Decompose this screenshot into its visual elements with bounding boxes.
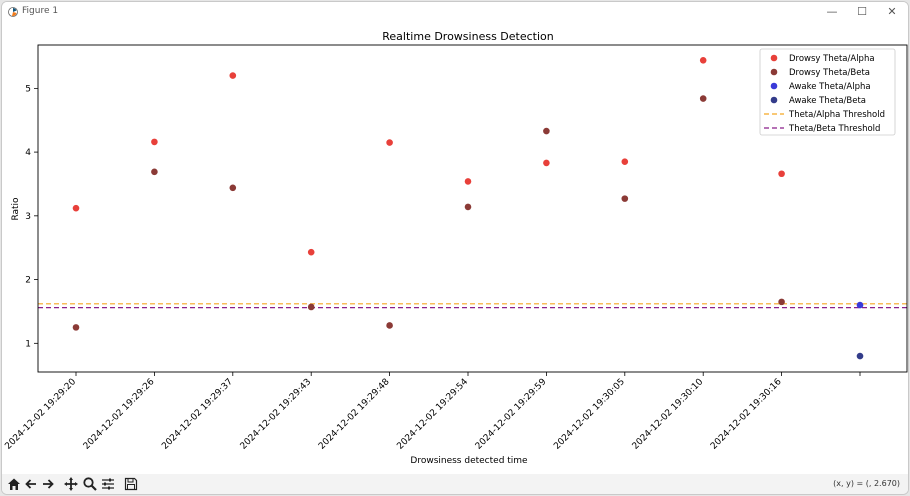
minimize-button[interactable]: — — [826, 5, 838, 18]
axes-frame — [37, 44, 908, 373]
data-point — [621, 195, 629, 202]
data-point — [621, 158, 629, 165]
x-tick-label: 2024-12-02 19:29:48 — [317, 377, 392, 452]
legend-marker — [770, 68, 778, 76]
x-tick-label: 2024-12-02 19:29:20 — [3, 377, 78, 452]
legend-label: Awake Theta/Alpha — [789, 82, 871, 92]
x-axis-label: Drowsiness detected time — [410, 456, 528, 466]
data-point — [543, 127, 550, 135]
forward-icon[interactable] — [40, 476, 56, 492]
y-tick-label: 3 — [25, 212, 31, 222]
coordinates-readout: (x, y) = (, 2.670) — [833, 479, 900, 488]
home-icon[interactable] — [6, 476, 22, 492]
data-point — [72, 204, 80, 212]
navigation-toolbar: (x, y) = (, 2.670) — [2, 474, 908, 494]
y-tick-label: 1 — [25, 339, 31, 349]
x-tick-label: 2024-12-02 19:29:26 — [82, 377, 157, 452]
data-point — [72, 324, 80, 331]
data-point — [307, 248, 315, 256]
y-tick-label: 2 — [25, 276, 31, 286]
legend-label: Drowsy Theta/Alpha — [789, 54, 875, 64]
data-point — [856, 301, 864, 309]
legend-box — [759, 48, 896, 136]
legend-label: Awake Theta/Beta — [789, 96, 866, 106]
legend-label: Theta/Beta Threshold — [788, 124, 880, 134]
y-tick-label: 5 — [25, 84, 31, 94]
y-tick-label: 4 — [25, 148, 31, 158]
title-bar: Figure 1 — ☐ ✕ — [2, 2, 908, 22]
x-tick-label: 2024-12-02 19:29:54 — [395, 377, 470, 452]
data-point — [699, 56, 707, 64]
plot-area[interactable]: Realtime Drowsiness Detection 1 2 3 4 5 2024-… — [2, 22, 908, 474]
x-tick-label: 2024-12-02 19:29:43 — [239, 377, 314, 452]
data-point — [464, 178, 472, 185]
maximize-button[interactable]: ☐ — [857, 5, 867, 18]
x-tick-label: 2024-12-02 19:30:05 — [552, 377, 627, 452]
data-point — [229, 184, 237, 192]
legend: Drowsy Theta/Alpha Drowsy Theta/Beta Awake… — [759, 48, 896, 136]
close-button[interactable]: ✕ — [887, 5, 897, 18]
matplotlib-app-icon — [8, 7, 18, 17]
pan-icon[interactable] — [63, 476, 79, 492]
data-point — [778, 298, 785, 306]
configure-icon[interactable] — [100, 476, 116, 492]
save-icon[interactable] — [123, 476, 139, 492]
x-tick-label: 2024-12-02 19:29:37 — [160, 377, 235, 452]
data-point — [464, 203, 472, 211]
chart-title: Realtime Drowsiness Detection — [382, 30, 553, 43]
window-title: Figure 1 — [22, 6, 59, 16]
x-tick-label: 2024-12-02 19:30:16 — [709, 377, 784, 452]
x-tick-label: 2024-12-02 19:30:10 — [631, 377, 706, 452]
data-point — [543, 159, 550, 167]
data-point — [386, 322, 393, 329]
back-icon[interactable] — [23, 476, 39, 492]
legend-marker — [770, 82, 778, 90]
data-point — [699, 95, 707, 102]
chart-canvas[interactable]: Realtime Drowsiness Detection 1 2 3 4 5 2024-… — [2, 22, 908, 474]
data-point — [778, 170, 785, 178]
data-point — [229, 72, 237, 79]
data-point — [386, 139, 393, 146]
legend-marker — [770, 54, 778, 62]
y-axis-label: Ratio — [11, 197, 21, 221]
legend-marker — [770, 96, 778, 104]
legend-label: Drowsy Theta/Beta — [789, 68, 870, 78]
data-point — [856, 352, 864, 360]
data-point — [307, 303, 315, 311]
data-point — [151, 168, 158, 176]
data-point — [151, 138, 158, 146]
x-tick-label: 2024-12-02 19:29:59 — [474, 377, 549, 452]
zoom-icon[interactable] — [82, 476, 98, 492]
legend-label: Theta/Alpha Threshold — [788, 110, 885, 120]
